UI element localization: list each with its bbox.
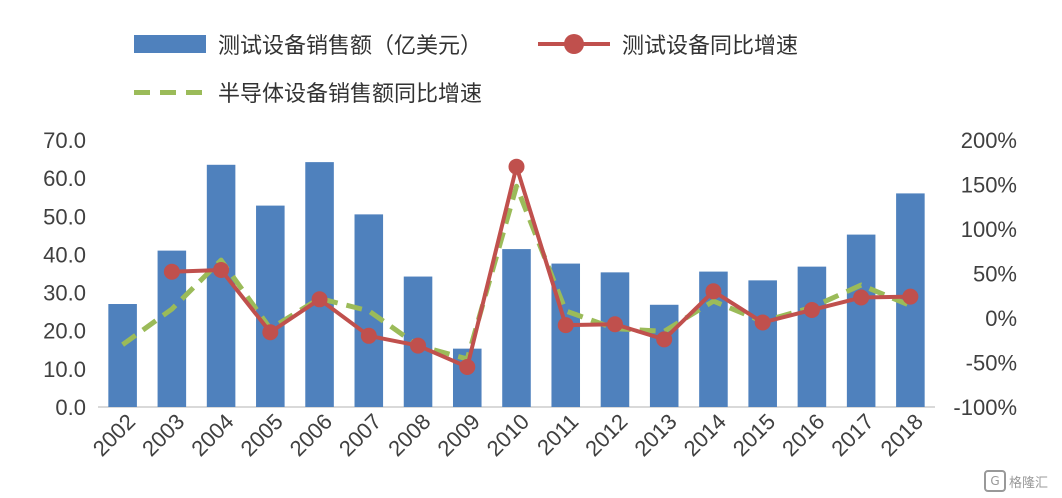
red-marker-2015 bbox=[754, 314, 771, 331]
right-tick-label: 200% bbox=[961, 128, 1017, 153]
right-tick-label: 100% bbox=[961, 217, 1017, 242]
red-marker-2009 bbox=[459, 358, 476, 375]
x-tick-label: 2009 bbox=[433, 409, 485, 461]
x-tick-label: 2005 bbox=[236, 409, 288, 461]
red-marker-2006 bbox=[311, 291, 328, 308]
bar-2010 bbox=[502, 249, 531, 407]
bar-2006 bbox=[305, 162, 334, 407]
red-marker-2008 bbox=[410, 337, 427, 354]
red-marker-2005 bbox=[262, 324, 279, 341]
left-tick-label: 70.0 bbox=[43, 128, 86, 153]
legend-green-label: 半导体设备销售额同比增速 bbox=[218, 82, 483, 107]
legend-red-label: 测试设备同比增速 bbox=[622, 34, 799, 59]
legend-item-green-dash: 半导体设备销售额同比增速 bbox=[134, 76, 482, 108]
right-tick-label: 0% bbox=[985, 306, 1017, 331]
legend-bar-swatch bbox=[134, 35, 206, 53]
x-tick-label: 2003 bbox=[137, 409, 189, 461]
x-tick-label: 2008 bbox=[383, 409, 435, 461]
x-tick-label: 2015 bbox=[728, 409, 780, 461]
left-tick-label: 0.0 bbox=[55, 395, 86, 420]
red-marker-2010 bbox=[508, 158, 525, 175]
legend-green-swatch bbox=[134, 89, 206, 95]
red-marker-2013 bbox=[656, 331, 673, 348]
x-tick-label: 2010 bbox=[482, 409, 534, 461]
right-tick-label: -50% bbox=[966, 351, 1017, 376]
bar-2016 bbox=[797, 266, 827, 407]
right-tick-label: -100% bbox=[953, 395, 1017, 420]
bar-2012 bbox=[600, 272, 630, 407]
left-tick-label: 50.0 bbox=[43, 204, 86, 229]
bar-2011 bbox=[551, 263, 581, 407]
left-tick-label: 60.0 bbox=[43, 166, 86, 191]
red-marker-2012 bbox=[606, 316, 623, 333]
bar-2015 bbox=[748, 280, 777, 407]
red-marker-2016 bbox=[803, 301, 820, 318]
red-marker-2018 bbox=[902, 288, 919, 305]
x-tick-label: 2017 bbox=[826, 409, 878, 461]
bar-2002 bbox=[108, 304, 137, 407]
watermark-logo-icon: G bbox=[983, 470, 1006, 492]
watermark-text: 格隆汇 bbox=[1008, 475, 1048, 491]
left-tick-label: 20.0 bbox=[43, 319, 86, 344]
x-tick-label: 2006 bbox=[285, 409, 337, 461]
bar-2005 bbox=[256, 205, 285, 407]
red-marker-2004 bbox=[213, 261, 230, 278]
watermark: G 格隆汇 bbox=[983, 470, 1048, 492]
legend-item-bar: 测试设备销售额（亿美元） bbox=[134, 28, 482, 60]
x-tick-label: 2013 bbox=[629, 409, 681, 461]
red-marker-2014 bbox=[705, 283, 722, 300]
red-marker-2017 bbox=[853, 289, 870, 306]
x-tick-label: 2014 bbox=[679, 409, 731, 461]
left-tick-label: 30.0 bbox=[43, 281, 86, 306]
x-tick-label: 2011 bbox=[532, 409, 583, 460]
legend-item-red-line: 测试设备同比增速 bbox=[538, 28, 798, 60]
red-marker-2003 bbox=[163, 263, 180, 280]
legend-red-swatch bbox=[538, 32, 610, 56]
bar-2013 bbox=[649, 304, 679, 407]
x-tick-label: 2016 bbox=[777, 409, 829, 461]
left-tick-label: 40.0 bbox=[43, 242, 86, 267]
x-tick-label: 2012 bbox=[580, 409, 632, 461]
red-marker-2007 bbox=[360, 327, 377, 344]
series-line-red bbox=[171, 164, 911, 369]
x-tick-label: 2007 bbox=[334, 409, 386, 461]
bar-2004 bbox=[206, 164, 236, 407]
red-marker-2011 bbox=[557, 317, 574, 334]
x-tick-label: 2018 bbox=[876, 409, 928, 461]
legend-bar-label: 测试设备销售额（亿美元） bbox=[218, 34, 483, 59]
x-tick-label: 2002 bbox=[88, 409, 140, 461]
bar-2017 bbox=[846, 234, 876, 407]
left-tick-label: 10.0 bbox=[43, 357, 86, 382]
right-tick-label: 150% bbox=[961, 173, 1017, 198]
x-tick-label: 2004 bbox=[186, 409, 238, 461]
right-tick-label: 50% bbox=[973, 262, 1017, 287]
